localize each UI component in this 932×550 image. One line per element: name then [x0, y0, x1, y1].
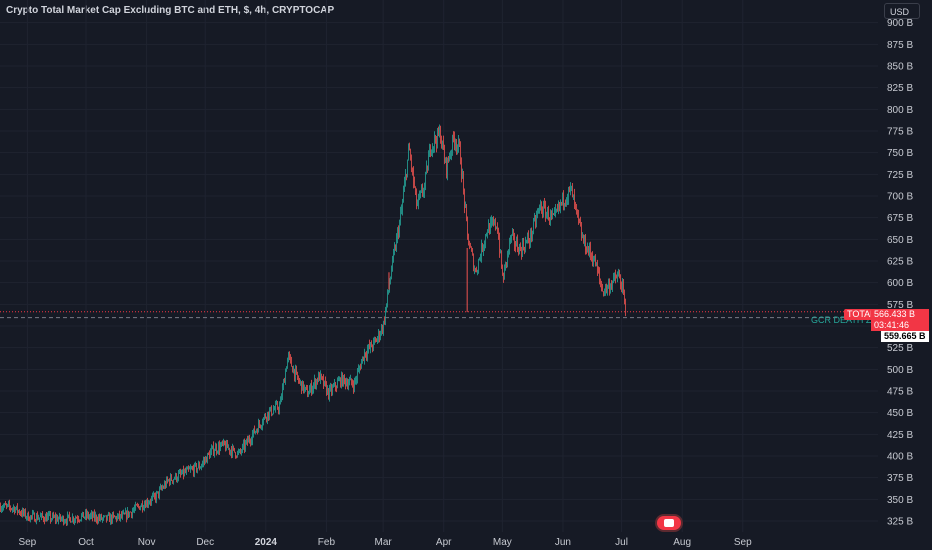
y-tick-label: 525 B — [887, 343, 913, 354]
y-tick-label: 425 B — [887, 430, 913, 441]
price-axis[interactable]: 325 B 350 B 375 B 400 B 425 B 450 B 475 B 500 B… — [887, 18, 913, 527]
y-tick-label: 750 B — [887, 148, 913, 159]
y-tick-label: 600 B — [887, 278, 913, 289]
last-price-value: 566.433 B — [874, 309, 916, 319]
x-tick-label: Aug — [673, 537, 691, 548]
x-tick-label: Jun — [555, 537, 571, 548]
y-tick-label: 650 B — [887, 235, 913, 246]
death-zone-label: GCR DEATH ZONE — [811, 315, 891, 325]
y-tick-label: 325 B — [887, 517, 913, 528]
level-price-tag: 559.665 B — [881, 331, 929, 342]
y-tick-label: 450 B — [887, 408, 913, 419]
x-tick-label: 2024 — [255, 537, 278, 548]
y-tick-label: 700 B — [887, 191, 913, 202]
y-tick-label: 475 B — [887, 386, 913, 397]
chart-title: Crypto Total Market Cap Excluding BTC an… — [6, 5, 335, 16]
x-tick-label: Apr — [436, 537, 452, 548]
last-price-tag: 566.433 B 03:41:46 — [871, 309, 929, 331]
y-tick-label: 500 B — [887, 365, 913, 376]
y-tick-label: 875 B — [887, 40, 913, 51]
y-tick-label: 825 B — [887, 83, 913, 94]
y-tick-label: 375 B — [887, 473, 913, 484]
y-tick-label: 800 B — [887, 105, 913, 116]
y-tick-label: 625 B — [887, 256, 913, 267]
y-tick-label: 900 B — [887, 18, 913, 29]
x-tick-label: Sep — [734, 537, 752, 548]
x-tick-label: Jul — [615, 537, 628, 548]
symbol-tag: TOTAL3 — [844, 309, 884, 320]
x-tick-label: Oct — [78, 537, 94, 548]
x-tick-label: Dec — [196, 537, 214, 548]
x-tick-label: Mar — [374, 537, 392, 548]
horizontal-levels — [0, 311, 878, 319]
y-tick-label: 400 B — [887, 451, 913, 462]
candles — [0, 124, 626, 527]
bar-countdown: 03:41:46 — [874, 320, 910, 330]
y-tick-label: 775 B — [887, 126, 913, 137]
y-tick-label: 350 B — [887, 495, 913, 506]
x-tick-label: Sep — [18, 537, 36, 548]
y-tick-label: 725 B — [887, 170, 913, 181]
x-tick-label: May — [493, 537, 512, 548]
x-tick-label: Feb — [318, 537, 336, 548]
y-tick-label: 850 B — [887, 61, 913, 72]
grid — [0, 0, 878, 532]
currency-selector[interactable]: USD — [884, 3, 920, 19]
y-tick-label: 575 B — [887, 300, 913, 311]
y-tick-label: 675 B — [887, 213, 913, 224]
time-axis[interactable]: Sep Oct Nov Dec 2024 Feb Mar Apr May Jun Jul Aug Sep — [18, 537, 752, 548]
x-tick-label: Nov — [138, 537, 156, 548]
us-flag-event-icon[interactable] — [657, 516, 681, 530]
